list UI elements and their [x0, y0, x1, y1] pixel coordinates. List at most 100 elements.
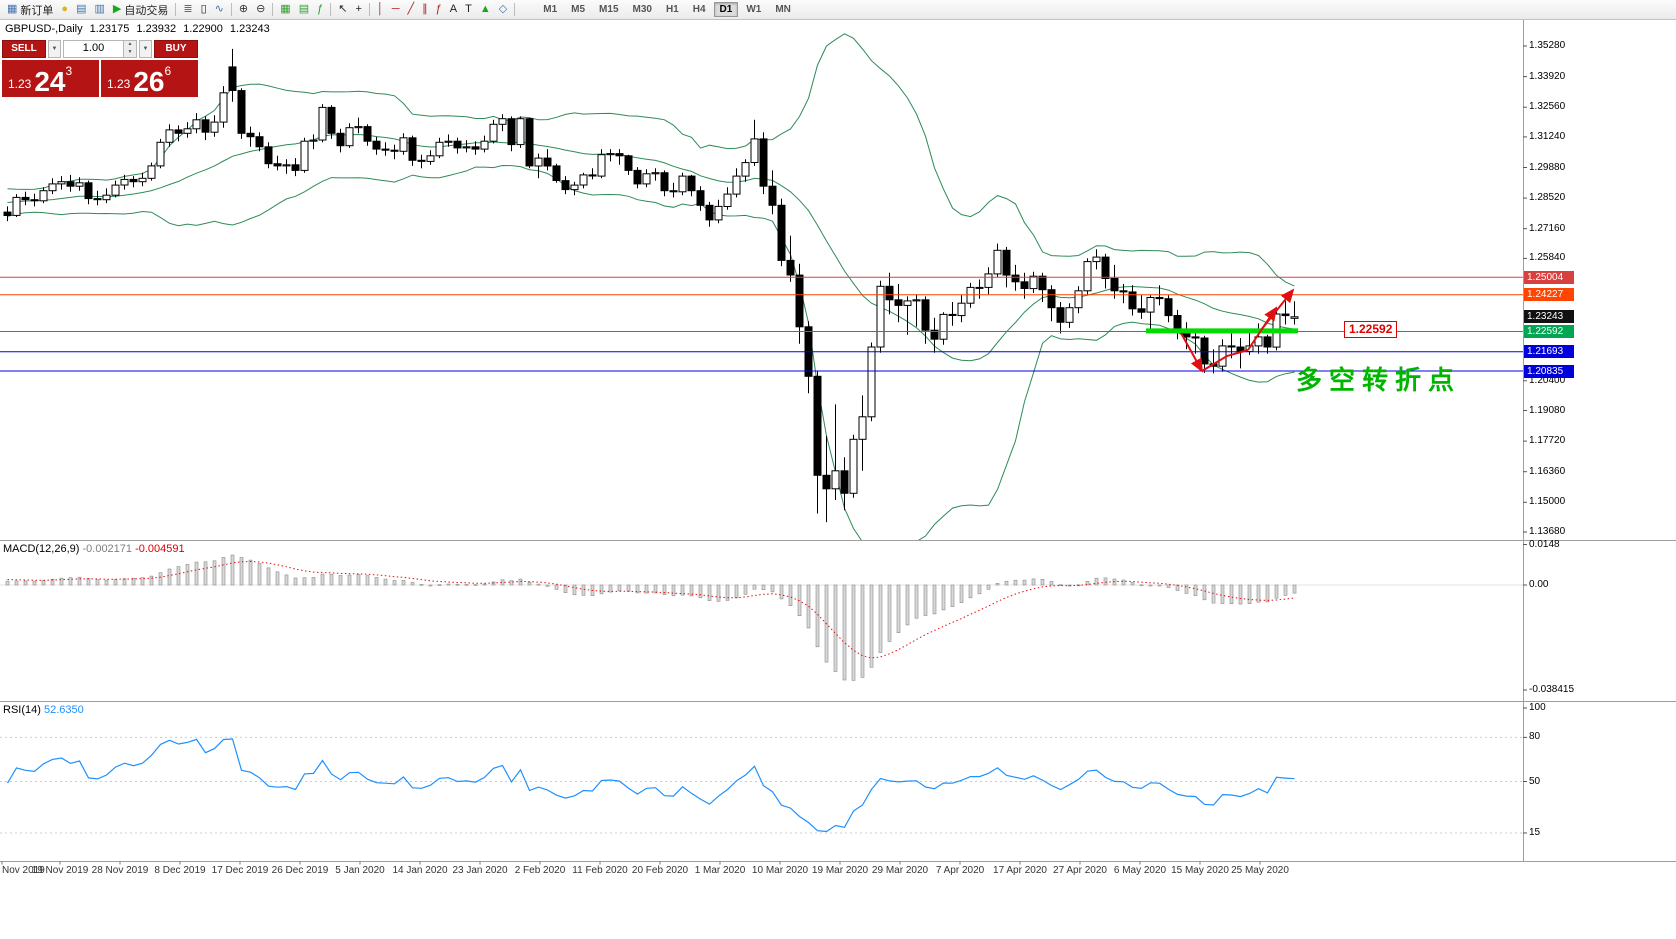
horizontal-line-button[interactable]: ─ [388, 1, 404, 18]
macd-histogram-bar [356, 574, 361, 586]
candle-body [768, 185, 777, 206]
tile-windows-button[interactable]: ▦ [276, 1, 294, 18]
timeframe-w1-button[interactable]: W1 [746, 4, 762, 15]
macd-histogram-bar [1220, 584, 1225, 604]
macd-histogram-bar [1157, 584, 1162, 587]
timeframe-d1-button[interactable]: D1 [713, 2, 739, 17]
macd-histogram-bar [869, 584, 874, 668]
rsi-plot [0, 736, 1523, 834]
macd-histogram-bar [284, 574, 289, 586]
candle-body [1065, 307, 1074, 323]
candle-body [174, 129, 183, 134]
macd-histogram-bar [1040, 578, 1045, 586]
timeframe-group: M1 M5 M15 M30 H1 H4 D1 W1 MN [536, 2, 798, 17]
sell-button[interactable]: SELL [2, 40, 46, 58]
macd-histogram-bar [536, 583, 541, 586]
macd-histogram-bar [1265, 584, 1270, 603]
text-button[interactable]: A [446, 1, 461, 18]
grid-icon: ▤ [298, 3, 310, 15]
candle-body [606, 153, 615, 156]
macd-histogram-bar [914, 584, 919, 619]
market-watch-button[interactable]: ▤ [72, 1, 90, 18]
candle-body [831, 470, 840, 490]
auto-trading-button[interactable]: ▶ 自动交易 [109, 1, 172, 18]
macd-histogram-bar [302, 577, 307, 586]
trendline-button[interactable]: ╱ [404, 1, 419, 18]
candle-body [291, 164, 300, 171]
candle-body [273, 163, 282, 167]
macd-histogram-bar [338, 575, 343, 586]
macd-histogram-bar [725, 584, 730, 601]
turning-point-text[interactable]: 多空转折点 [1296, 365, 1462, 395]
candle-body [210, 121, 219, 133]
profiles-button[interactable]: ● [57, 1, 72, 18]
candle-body [669, 190, 678, 193]
line-chart-button[interactable]: ∿ [211, 1, 228, 18]
candle-body [57, 181, 66, 185]
macd-histogram-bar [239, 557, 244, 586]
macd-histogram-bar [842, 584, 847, 681]
candle-body [3, 211, 12, 217]
volume-down-button[interactable]: ▼ [124, 49, 136, 57]
indicators-button[interactable]: ƒ [313, 1, 327, 18]
macd-histogram-bar [833, 584, 838, 672]
timeframe-m5-button[interactable]: M5 [571, 4, 586, 15]
cursor-icon: ↖ [338, 3, 348, 15]
buy-button[interactable]: BUY [154, 40, 198, 58]
bar-chart-button[interactable]: ≣ [179, 1, 196, 18]
arrows-button[interactable]: ▲ [476, 1, 495, 18]
candle-body [75, 182, 84, 187]
macd-histogram-bar [221, 557, 226, 586]
cursor-button[interactable]: ↖ [334, 1, 351, 18]
candlestick-chart-button[interactable]: ▯ [197, 1, 211, 18]
fibonacci-button[interactable]: ƒ [432, 1, 446, 18]
sell-dropdown-icon[interactable]: ▼ [48, 40, 61, 58]
label-button[interactable]: T [461, 1, 476, 18]
candle-body [507, 118, 516, 146]
vertical-line-button[interactable]: │ [373, 1, 388, 18]
macd-histogram-bar [851, 584, 856, 681]
macd-histogram-bar [572, 584, 577, 596]
candle-body [417, 159, 426, 162]
timeframe-h4-button[interactable]: H4 [692, 4, 706, 15]
indicators-icon: ƒ [317, 3, 324, 15]
buy-dropdown-icon[interactable]: ▼ [139, 40, 152, 58]
candle-body [642, 173, 651, 185]
timeframe-h1-button[interactable]: H1 [665, 4, 679, 15]
price-callout-label[interactable]: 1.22592 [1344, 321, 1398, 338]
candle-body [30, 199, 39, 202]
macd-histogram-bar [518, 578, 523, 586]
bollinger-lower-band [7, 164, 1295, 540]
sell-price-panel[interactable]: 1.23 24 3 [2, 60, 99, 97]
macd-histogram-bar [464, 583, 469, 586]
macd-histogram-bar [410, 582, 415, 586]
macd-histogram-bar [455, 583, 460, 586]
candle-body [111, 184, 120, 196]
candle-body [498, 118, 507, 125]
rsi-line [6, 738, 1295, 833]
toolbar-separator [272, 3, 274, 16]
volume-up-button[interactable]: ▲ [124, 41, 136, 49]
shapes-button[interactable]: ◇ [495, 1, 511, 18]
timeframe-m1-button[interactable]: M1 [543, 4, 558, 15]
macd-histogram-bar [95, 579, 100, 586]
volume-input[interactable]: 1.00 ▲ ▼ [63, 40, 137, 58]
channel-button[interactable]: ∥ [418, 1, 432, 18]
navigator-button[interactable]: ▥ [90, 1, 108, 18]
candle-body [192, 119, 201, 130]
zoom-out-button[interactable]: ⊖ [252, 1, 269, 18]
buy-price-panel[interactable]: 1.23 26 6 [101, 60, 198, 97]
auto-trading-button-label: 自动交易 [124, 4, 169, 17]
crosshair-button[interactable]: + [351, 1, 365, 18]
timeframe-mn-button[interactable]: MN [775, 4, 791, 15]
new-order-button[interactable]: ▦ 新订单 [3, 1, 57, 18]
macd-histogram-bar [5, 580, 10, 586]
timeframe-m15-button[interactable]: M15 [599, 4, 619, 15]
candle-body [1218, 345, 1227, 367]
grid-button[interactable]: ▤ [295, 1, 313, 18]
timeframe-m30-button[interactable]: M30 [632, 4, 652, 15]
zoom-in-button[interactable]: ⊕ [235, 1, 252, 18]
macd-histogram-bar [527, 581, 532, 586]
sell-price-big: 24 [34, 65, 66, 97]
